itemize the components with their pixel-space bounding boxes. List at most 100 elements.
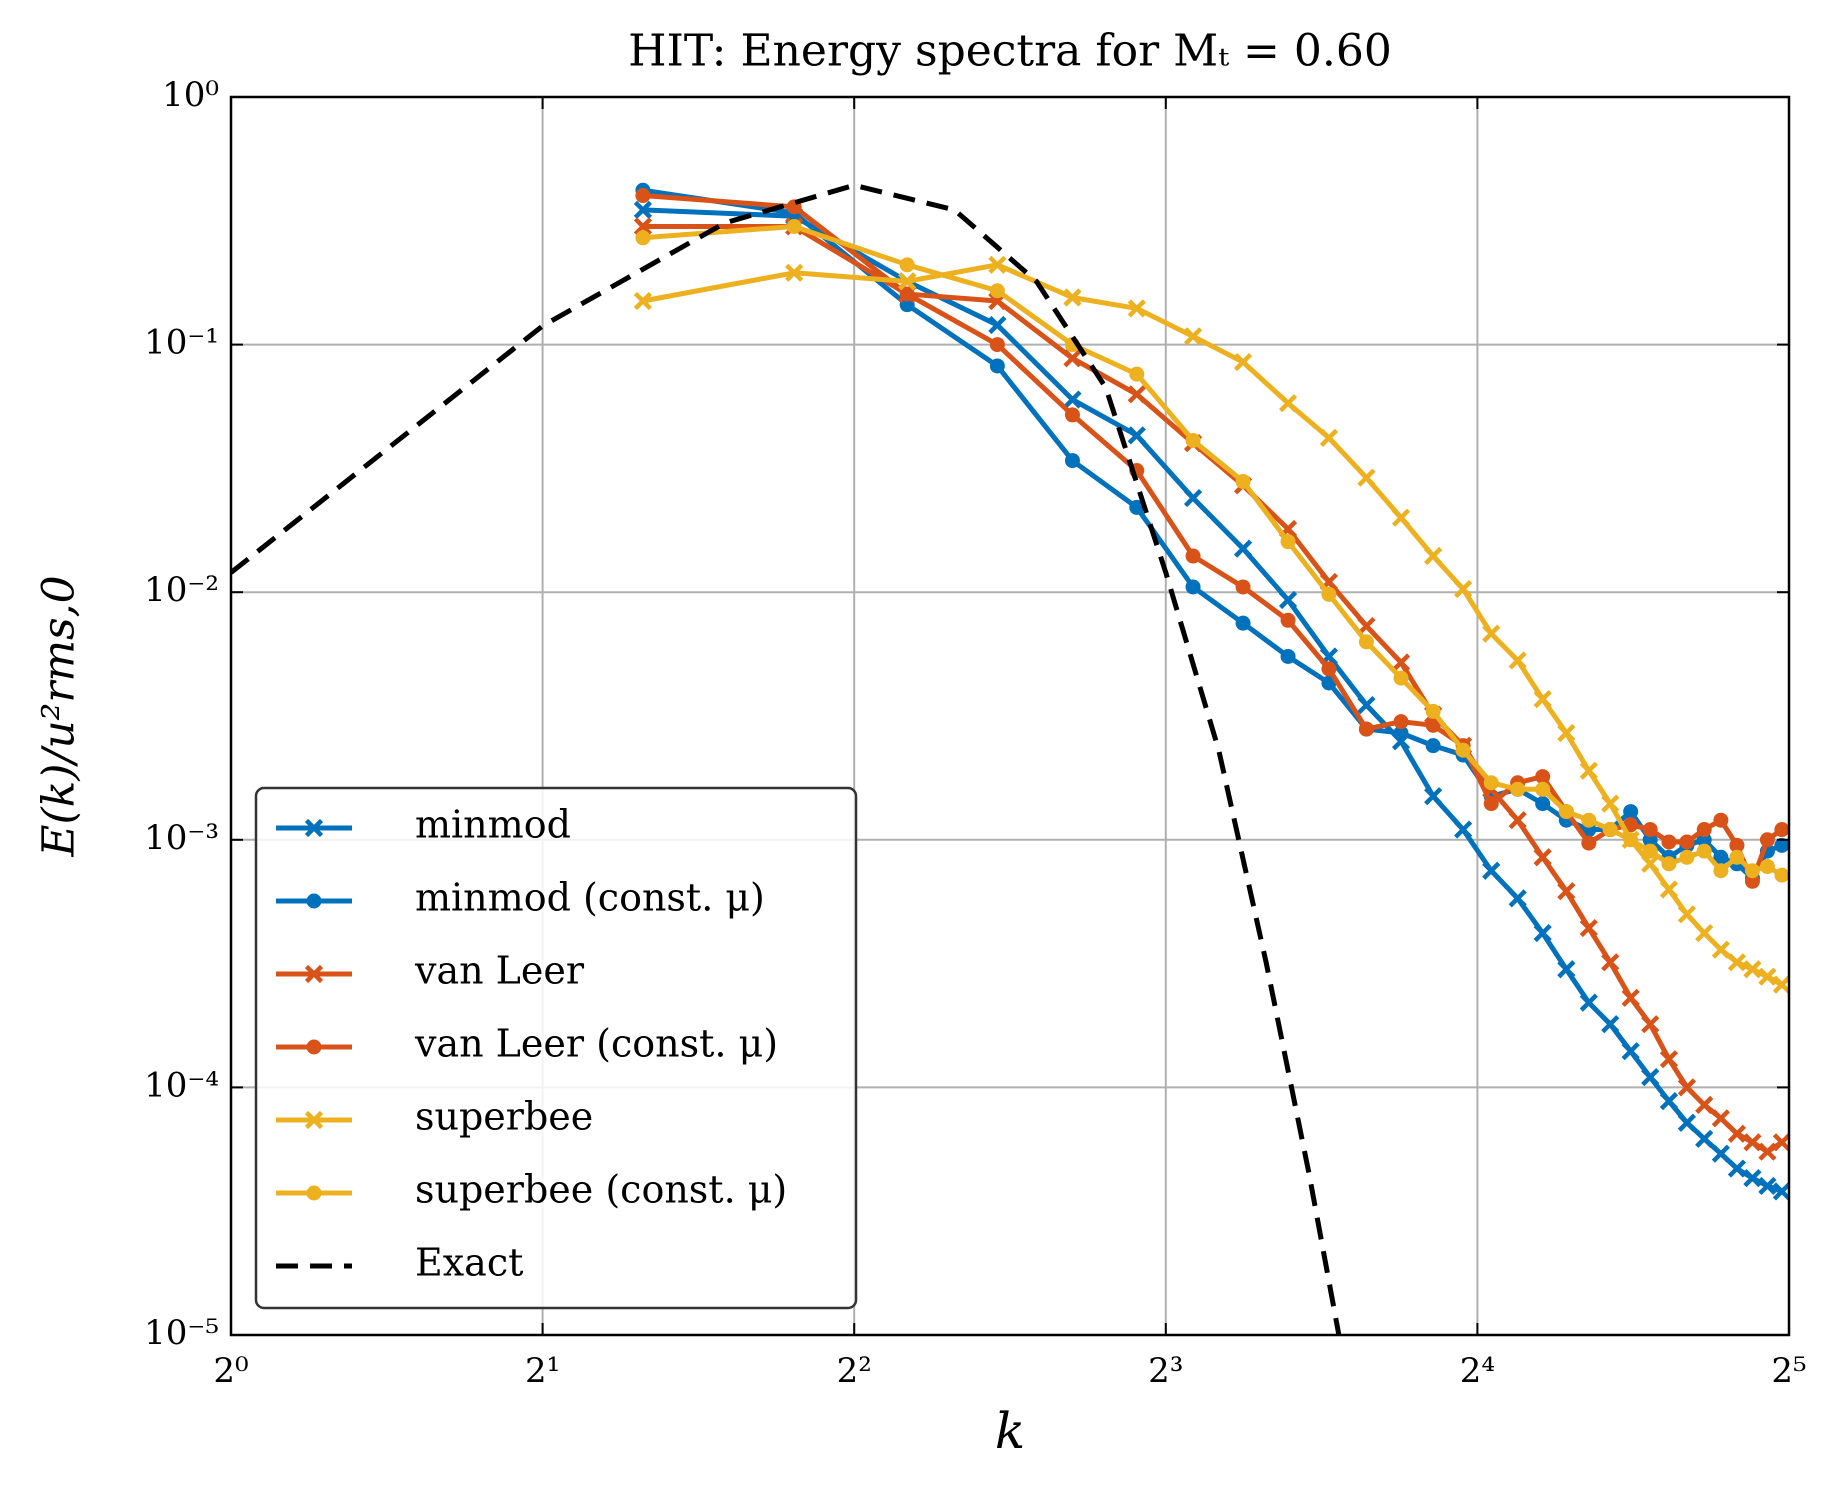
- marker: [1185, 579, 1201, 595]
- marker: [1677, 905, 1697, 924]
- marker: [1185, 432, 1201, 448]
- marker: [1425, 738, 1441, 754]
- y-tick-label: 10⁻⁵: [144, 1313, 219, 1353]
- marker: [1579, 918, 1598, 938]
- marker: [1729, 837, 1745, 853]
- marker: [1483, 775, 1499, 791]
- marker: [1743, 1133, 1762, 1152]
- y-tick-label: 10⁰: [162, 75, 219, 115]
- marker: [306, 893, 322, 909]
- marker: [1695, 923, 1714, 943]
- marker: [786, 218, 802, 234]
- marker: [1535, 769, 1551, 785]
- marker: [1129, 499, 1145, 515]
- marker: [1454, 579, 1473, 599]
- marker: [1508, 811, 1527, 830]
- marker: [898, 272, 917, 291]
- marker: [1278, 394, 1298, 413]
- marker: [1510, 781, 1526, 797]
- marker: [1391, 653, 1411, 672]
- marker: [1659, 880, 1679, 899]
- marker: [1621, 1042, 1640, 1061]
- marker: [1579, 993, 1598, 1012]
- marker: [988, 315, 1007, 335]
- marker: [1455, 742, 1471, 758]
- marker: [1601, 1015, 1620, 1034]
- marker: [1425, 703, 1441, 719]
- marker: [1759, 859, 1775, 875]
- marker: [1581, 812, 1597, 828]
- marker: [1581, 835, 1597, 851]
- marker: [304, 1110, 324, 1130]
- marker: [899, 257, 915, 273]
- marker: [1319, 428, 1339, 447]
- legend-label: superbee (const. μ): [415, 1168, 787, 1212]
- marker: [1758, 1176, 1777, 1196]
- marker: [1743, 1169, 1762, 1188]
- marker: [1679, 834, 1695, 850]
- marker: [989, 337, 1005, 353]
- marker: [1641, 854, 1660, 873]
- marker: [1235, 473, 1251, 489]
- x-tick-label: 2⁴: [1460, 1351, 1495, 1391]
- series-line: [231, 182, 1342, 1335]
- marker: [1425, 717, 1441, 733]
- marker: [1659, 1092, 1679, 1111]
- marker: [1280, 612, 1296, 628]
- marker: [989, 358, 1005, 374]
- x-tick-label: 2⁰: [213, 1351, 248, 1391]
- marker: [1743, 960, 1762, 979]
- marker: [1713, 849, 1729, 865]
- ticks: 2⁰ 2¹ 2² 2³ 2⁴ 2⁵ 10⁻⁵ 10⁻⁴ 10⁻³ 10⁻² 10⁻¹ 10⁰: [144, 75, 1806, 1391]
- marker: [1642, 843, 1658, 859]
- marker: [1727, 953, 1747, 972]
- marker: [1711, 1109, 1730, 1128]
- marker: [1357, 616, 1376, 636]
- marker: [1696, 832, 1712, 848]
- x-tick-label: 2⁵: [1771, 1351, 1806, 1391]
- marker: [1679, 849, 1695, 865]
- marker: [899, 286, 915, 302]
- marker: [304, 964, 324, 984]
- marker: [633, 291, 653, 311]
- marker: [989, 283, 1005, 299]
- legend-label: van Leer (const. μ): [414, 1022, 778, 1066]
- marker: [633, 217, 653, 236]
- legend-label: Exact: [415, 1241, 523, 1285]
- marker: [1063, 390, 1082, 409]
- marker: [1424, 787, 1443, 806]
- marker: [304, 818, 324, 838]
- marker: [1280, 534, 1296, 550]
- marker: [1535, 796, 1551, 812]
- marker: [1557, 723, 1576, 743]
- marker: [785, 263, 804, 282]
- marker: [1235, 615, 1251, 631]
- marker: [1713, 863, 1729, 879]
- marker: [1508, 889, 1527, 908]
- x-tick-label: 2²: [837, 1351, 872, 1391]
- legend-label: van Leer: [414, 949, 585, 993]
- marker: [1759, 832, 1775, 848]
- marker: [1235, 579, 1251, 595]
- marker: [1424, 546, 1443, 566]
- x-axis-label: k: [995, 1402, 1025, 1460]
- plot-area: [231, 182, 1789, 1335]
- legend: minmod minmod (const. μ) van Leer van Leer …: [254, 786, 858, 1310]
- marker: [1659, 1050, 1679, 1069]
- marker: [1393, 714, 1409, 730]
- marker: [1127, 426, 1146, 445]
- marker: [1533, 690, 1552, 709]
- marker: [1695, 1129, 1714, 1148]
- marker: [1727, 1124, 1747, 1143]
- marker: [1774, 822, 1789, 838]
- y-axis-label: E(k)/u²rms,0: [34, 575, 85, 857]
- y-tick-label: 10⁻³: [144, 818, 219, 858]
- marker: [1321, 586, 1337, 602]
- marker: [1621, 988, 1640, 1007]
- marker: [1064, 453, 1080, 469]
- marker: [1641, 1015, 1660, 1034]
- marker: [1508, 651, 1527, 670]
- marker: [1233, 352, 1253, 372]
- marker: [1557, 882, 1576, 901]
- marker: [1233, 539, 1253, 558]
